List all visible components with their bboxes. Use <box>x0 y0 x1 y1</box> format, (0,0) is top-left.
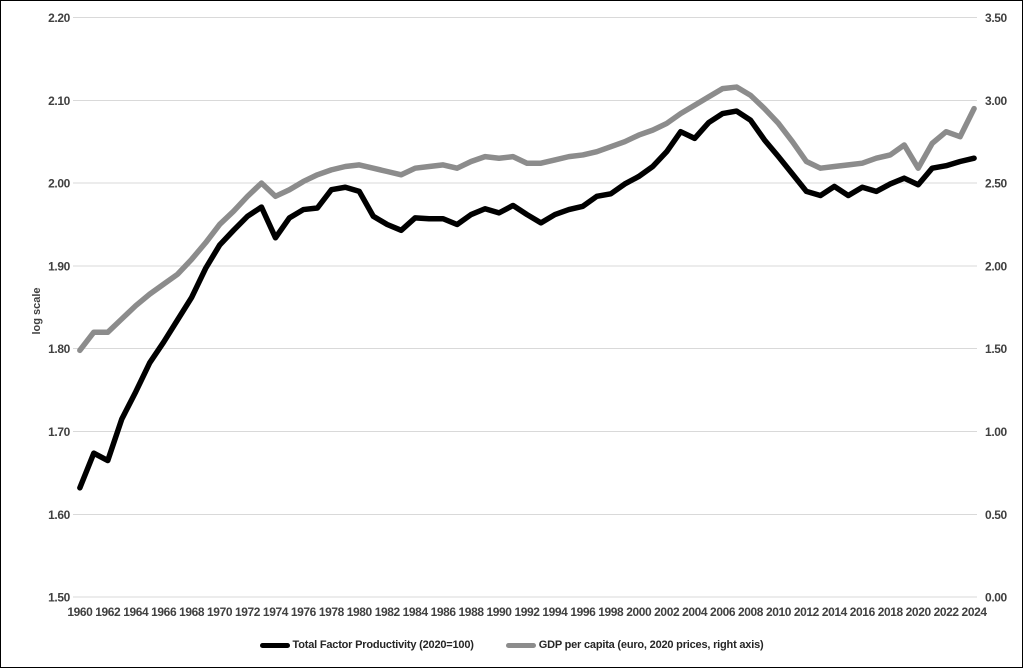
x-axis-tick-label: 1980 <box>347 605 373 619</box>
x-axis-tick-label: 1962 <box>95 605 121 619</box>
y-axis-title: log scale <box>31 287 43 335</box>
x-axis-tick-label: 1978 <box>319 605 345 619</box>
right-axis-tick-label: 2.50 <box>985 177 1007 191</box>
legend: Total Factor Productivity (2020=100) GDP… <box>1 639 1022 651</box>
legend-label-gdp: GDP per capita (euro, 2020 prices, right… <box>538 639 764 651</box>
x-axis-tick-label: 2022 <box>934 605 960 619</box>
legend-item-gdp: GDP per capita (euro, 2020 prices, right… <box>505 639 764 651</box>
x-axis-tick-label: 1970 <box>207 605 233 619</box>
x-axis-tick-label: 1972 <box>235 605 261 619</box>
left-axis-tick-label: 2.20 <box>48 11 70 25</box>
left-axis-tick-label: 1.90 <box>48 259 70 273</box>
left-axis-tick-label: 1.70 <box>48 425 70 439</box>
left-axis-tick-label: 2.10 <box>48 94 70 108</box>
tick-labels-layer: 2.20 2.10 2.00 1.90 1.80 1.70 1.60 1.50 3.50 3.00… <box>48 11 1008 619</box>
right-axis-tick-label: 1.50 <box>985 342 1007 356</box>
x-axis-tick-label: 1966 <box>151 605 177 619</box>
tfp-series-line <box>77 108 977 491</box>
gridlines-layer <box>72 16 978 598</box>
x-axis-tick-label: 1976 <box>291 605 317 619</box>
x-axis-tick-label: 2016 <box>850 605 876 619</box>
series-layer <box>77 84 977 491</box>
x-axis-tick-label: 2008 <box>738 605 764 619</box>
left-axis-tick-label: 1.60 <box>48 508 70 522</box>
x-axis-tick-label: 1960 <box>67 605 93 619</box>
x-axis-tick-label: 2024 <box>962 605 988 619</box>
gdp-line-swatch <box>505 642 536 648</box>
legend-item-tfp: Total Factor Productivity (2020=100) <box>259 639 474 651</box>
right-axis-tick-label: 1.00 <box>985 425 1007 439</box>
left-axis-tick-label: 2.00 <box>48 177 70 191</box>
x-axis-tick-label: 2018 <box>878 605 904 619</box>
left-axis-tick-label: 1.80 <box>48 342 70 356</box>
x-axis-tick-label: 1998 <box>598 605 624 619</box>
right-axis-tick-label: 0.50 <box>985 508 1007 522</box>
x-axis-tick-label: 1984 <box>403 605 429 619</box>
right-axis-tick-label: 3.50 <box>985 11 1007 25</box>
x-axis-tick-label: 2004 <box>682 605 708 619</box>
x-axis-tick-label: 1968 <box>179 605 205 619</box>
x-axis-tick-label: 1964 <box>123 605 149 619</box>
x-axis-tick-label: 1988 <box>459 605 485 619</box>
x-axis-tick-label: 2012 <box>794 605 820 619</box>
x-axis-tick-label: 2000 <box>626 605 652 619</box>
left-axis-tick-label: 1.50 <box>48 591 70 605</box>
x-axis-tick-label: 1992 <box>514 605 540 619</box>
right-axis-tick-label: 0.00 <box>985 591 1007 605</box>
x-axis-tick-label: 1996 <box>570 605 596 619</box>
x-axis-tick-label: 1990 <box>487 605 513 619</box>
legend-label-tfp: Total Factor Productivity (2020=100) <box>292 639 474 651</box>
x-axis-tick-label: 1994 <box>542 605 568 619</box>
x-axis-tick-label: 2014 <box>822 605 848 619</box>
gdp-series-line <box>77 84 977 354</box>
x-axis-tick-label: 2002 <box>654 605 680 619</box>
x-axis-tick-label: 1982 <box>375 605 401 619</box>
x-axis-tick-label: 1974 <box>263 605 289 619</box>
right-axis-tick-label: 3.00 <box>985 94 1007 108</box>
x-axis-tick-label: 2010 <box>766 605 792 619</box>
x-axis-tick-label: 2020 <box>906 605 932 619</box>
tfp-line-swatch <box>259 642 290 648</box>
x-axis-tick-label: 2006 <box>710 605 736 619</box>
x-axis-tick-label: 1986 <box>431 605 457 619</box>
right-axis-tick-label: 2.00 <box>985 259 1007 273</box>
